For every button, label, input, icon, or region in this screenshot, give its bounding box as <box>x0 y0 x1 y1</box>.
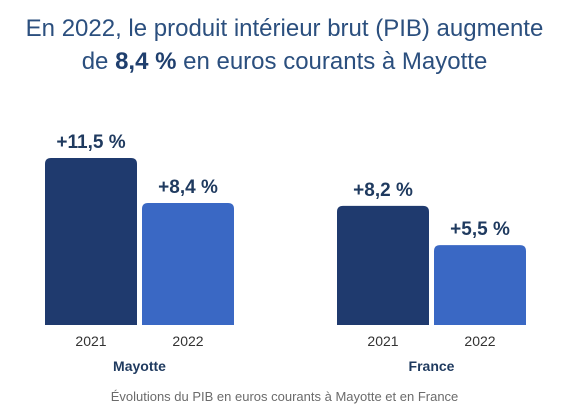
bar-france-2021 <box>337 205 429 325</box>
year-label-mayotte-2021: 2021 <box>75 333 106 349</box>
value-label-france-2022: +5,5 % <box>450 219 510 240</box>
year-label-france-2022: 2022 <box>464 333 495 349</box>
bar-mayotte-2021 <box>45 158 137 325</box>
group-label-france: France <box>409 358 455 374</box>
title-line-2-start: de <box>81 48 116 75</box>
year-label-france-2021: 2021 <box>367 333 398 349</box>
chart-title: En 2022, le produit intérieur brut (PIB)… <box>0 12 569 78</box>
value-label-mayotte-2022: +8,4 % <box>158 177 218 198</box>
value-label-france-2021: +8,2 % <box>353 180 413 201</box>
title-line-2: de 8,4 % en euros courants à Mayotte <box>0 45 569 78</box>
value-label-mayotte-2021: +11,5 % <box>56 132 125 153</box>
year-label-mayotte-2022: 2022 <box>172 333 203 349</box>
bar-france-2022 <box>434 245 526 325</box>
title-line-2-end: en euros courants à Mayotte <box>176 48 488 75</box>
title-highlight-value: 8,4 % <box>115 48 177 75</box>
title-line-1: En 2022, le produit intérieur brut (PIB)… <box>25 15 544 42</box>
group-label-mayotte: Mayotte <box>113 358 166 374</box>
bar-mayotte-2022 <box>142 203 234 325</box>
chart-caption: Évolutions du PIB en euros courants à Ma… <box>110 389 459 404</box>
